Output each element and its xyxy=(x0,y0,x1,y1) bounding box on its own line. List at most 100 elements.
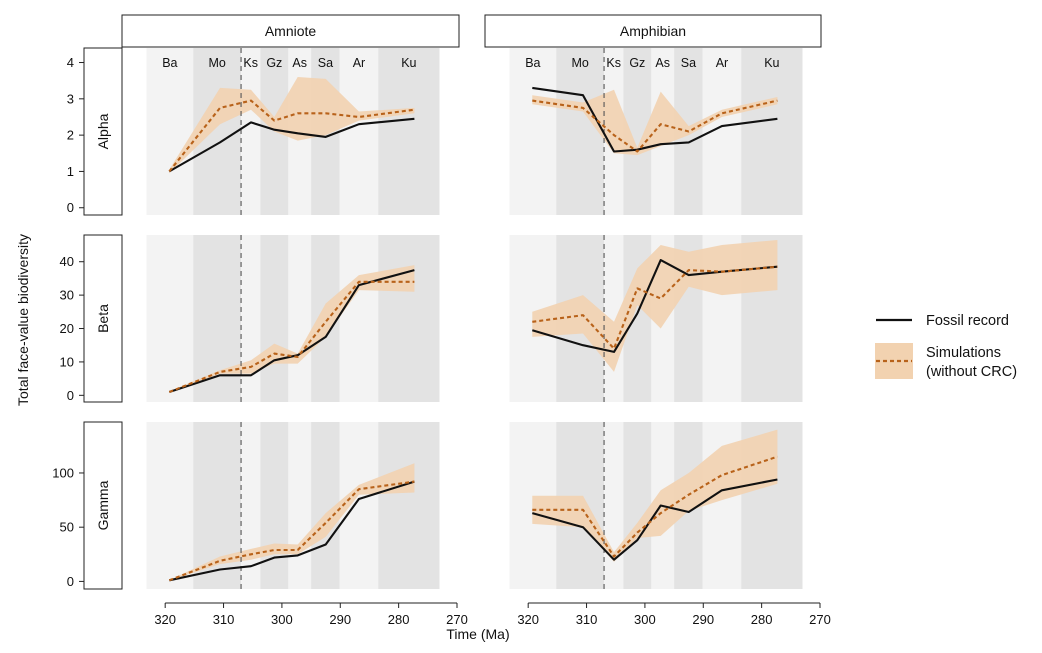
y-tick-label: 3 xyxy=(67,91,74,106)
stage-band-ks xyxy=(604,422,624,589)
stage-band-ku xyxy=(378,48,440,215)
panel-alpha-amniote: Ba Mo Ks Gz As Sa Ar Ku xyxy=(146,48,440,215)
simulation-envelope xyxy=(169,463,415,581)
simulation-line xyxy=(168,480,415,582)
y-tick-label: 50 xyxy=(60,520,74,535)
stage-band-ku xyxy=(378,235,440,402)
stage-label-gz: Gz xyxy=(266,56,282,70)
fossil-record-line xyxy=(168,117,415,173)
fossil-record-line xyxy=(532,86,778,153)
x-tick-label: 270 xyxy=(446,612,468,627)
stage-band-ar xyxy=(339,235,379,402)
stage-band-gz xyxy=(260,235,289,402)
legend-simulation-label-line2: (without CRC) xyxy=(926,364,1017,380)
x-axis-title: Time (Ma) xyxy=(446,626,509,642)
simulation-line xyxy=(532,455,778,558)
y-axis-beta: 0 10 20 30 40 xyxy=(60,254,85,403)
row-strip-box xyxy=(83,47,123,216)
column-strip-label: Amphibian xyxy=(620,23,686,39)
column-strip-box xyxy=(484,14,822,48)
stage-band-ba xyxy=(146,422,194,589)
x-tick-label: 290 xyxy=(329,612,351,627)
stage-band-mo xyxy=(556,48,605,215)
y-tick-label: 4 xyxy=(67,55,74,70)
y-tick-label: 0 xyxy=(67,200,74,215)
column-strip-amniote: Amniote xyxy=(121,14,460,48)
panel-beta-amniote xyxy=(146,235,440,402)
stage-label-ks: Ks xyxy=(243,56,258,70)
simulation-line xyxy=(168,99,415,173)
stage-label-mo: Mo xyxy=(571,56,588,70)
stage-band-ks xyxy=(241,48,261,215)
stage-band-ks xyxy=(241,235,261,402)
x-tick-label: 290 xyxy=(692,612,714,627)
panel-gamma-amniote xyxy=(146,422,440,589)
panel-alpha-amphibian: Ba Mo Ks Gz As Sa Ar Ku xyxy=(509,48,803,215)
stage-band-ba xyxy=(509,48,557,215)
x-tick-label: 270 xyxy=(809,612,831,627)
row-strip-box xyxy=(83,421,123,590)
simulation-line xyxy=(168,280,415,393)
row-strip-beta: Beta xyxy=(83,234,123,403)
row-strip-label: Beta xyxy=(95,304,111,333)
stage-label-mo: Mo xyxy=(208,56,225,70)
stage-band-ku xyxy=(741,48,803,215)
y-tick-label: 30 xyxy=(60,288,74,303)
x-tick-label: 310 xyxy=(213,612,235,627)
x-tick-label: 320 xyxy=(154,612,176,627)
stage-label-as: As xyxy=(292,56,307,70)
stage-label-ku: Ku xyxy=(401,56,416,70)
stage-band-as xyxy=(288,422,312,589)
stage-label-ar: Ar xyxy=(353,56,366,70)
row-strip-alpha: Alpha xyxy=(83,47,123,216)
stage-label-ba: Ba xyxy=(162,56,177,70)
fossil-record-line xyxy=(168,269,415,393)
stage-band-ba xyxy=(146,48,194,215)
simulation-line xyxy=(532,265,778,350)
simulation-envelope xyxy=(532,89,778,156)
x-axis-amphibian: 320 310 300 290 280 270 xyxy=(517,602,831,627)
x-tick-label: 310 xyxy=(576,612,598,627)
x-axis-amniote: 320 310 300 290 280 270 xyxy=(154,602,468,627)
stage-band-ba xyxy=(146,235,194,402)
stage-label-ku: Ku xyxy=(764,56,779,70)
fossil-record-line xyxy=(169,480,415,582)
row-strip-label: Alpha xyxy=(95,113,111,149)
stage-band-gz xyxy=(260,422,289,589)
row-strip-gamma: Gamma xyxy=(83,421,123,590)
stage-label-sa: Sa xyxy=(681,56,696,70)
facet-strip-headers: Amniote Amphibian Alpha Beta Gamma xyxy=(83,14,822,590)
y-tick-label: 1 xyxy=(67,164,74,179)
stage-band-as xyxy=(288,235,312,402)
y-tick-label: 2 xyxy=(67,128,74,143)
stage-label-sa: Sa xyxy=(318,56,333,70)
stage-band-ar xyxy=(339,48,379,215)
y-tick-label: 100 xyxy=(52,465,74,480)
y-tick-label: 40 xyxy=(60,254,74,269)
x-tick-label: 280 xyxy=(388,612,410,627)
legend-fossil-label: Fossil record xyxy=(926,313,1009,329)
column-strip-box xyxy=(121,14,460,48)
stage-label-ba: Ba xyxy=(525,56,540,70)
facet-panels: Ba Mo Ks Gz As Sa Ar Ku Ba Mo Ks Gz As Sa Ar Ku xyxy=(146,48,803,589)
column-strip-label: Amniote xyxy=(265,23,317,39)
stage-label-as: As xyxy=(655,56,670,70)
stage-label-ks: Ks xyxy=(606,56,621,70)
column-strip-amphibian: Amphibian xyxy=(484,14,822,48)
y-tick-label: 0 xyxy=(67,574,74,589)
stage-band-ku xyxy=(378,422,440,589)
y-axis-alpha: 0 1 2 3 4 xyxy=(67,55,85,215)
stage-band-ar xyxy=(702,48,742,215)
simulation-envelope xyxy=(169,77,415,174)
stage-label-gz: Gz xyxy=(629,56,645,70)
panel-gamma-amphibian xyxy=(509,422,803,589)
stage-band-gz xyxy=(623,422,652,589)
y-tick-label: 0 xyxy=(67,388,74,403)
x-tick-label: 300 xyxy=(634,612,656,627)
legend-simulation-label: Simulations xyxy=(926,345,1001,361)
row-strip-label: Gamma xyxy=(95,480,111,530)
y-tick-label: 20 xyxy=(60,321,74,336)
panel-beta-amphibian xyxy=(509,235,803,402)
